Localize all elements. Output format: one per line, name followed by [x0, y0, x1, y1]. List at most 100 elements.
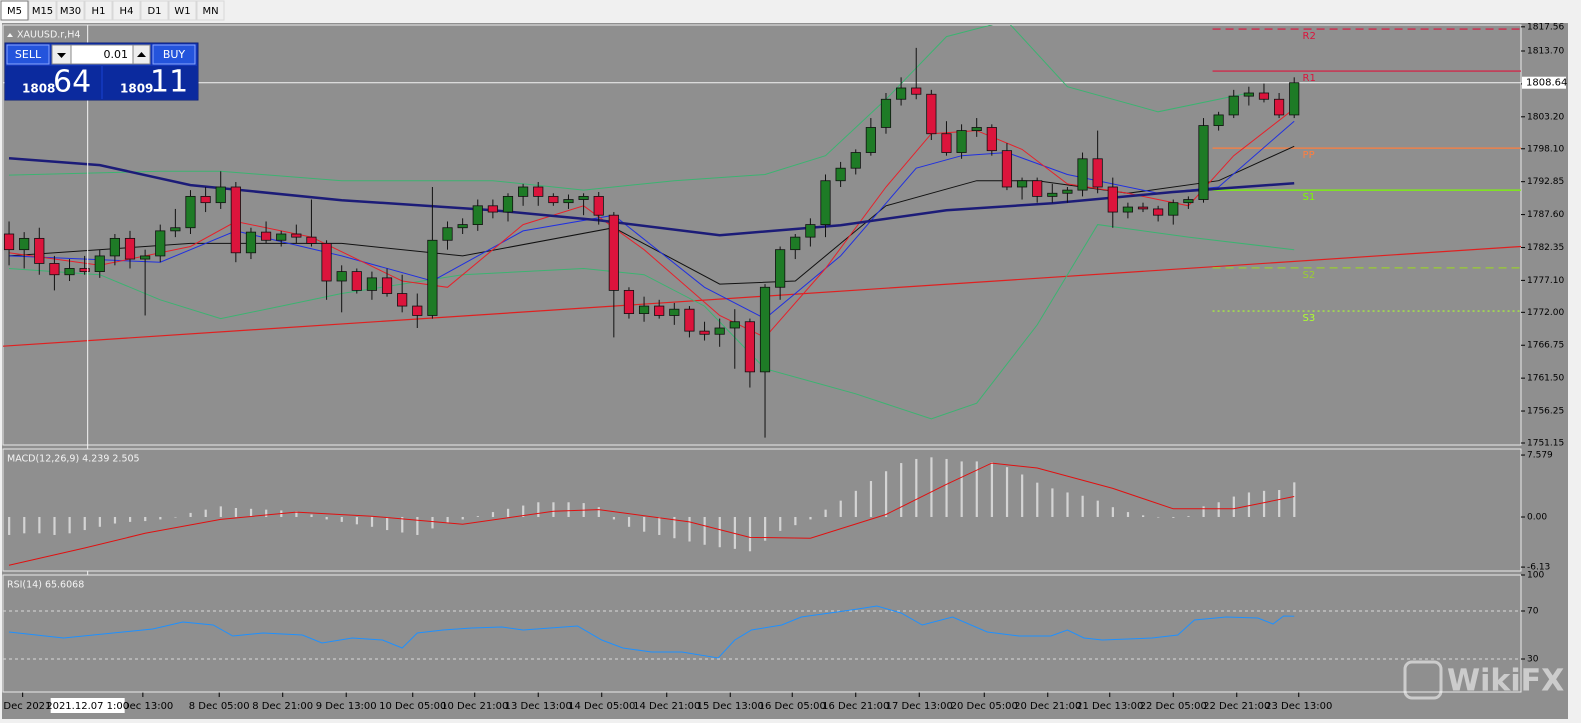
macd-bar	[189, 512, 192, 517]
macd-bar	[673, 516, 676, 539]
timeframe-button[interactable]	[196, 0, 225, 21]
candle-body	[1183, 199, 1194, 204]
timeframe-button[interactable]	[168, 0, 197, 21]
macd-bar	[340, 516, 343, 522]
timeframe-label[interactable]: MN	[202, 6, 218, 17]
candle-body	[215, 186, 226, 204]
sell-label[interactable]: SELL	[15, 48, 42, 61]
macd-bar	[1247, 492, 1251, 517]
candle-body	[654, 305, 665, 316]
lot-up-arrow	[137, 52, 146, 57]
macd-bar	[1051, 488, 1054, 517]
macd-bar	[960, 461, 963, 517]
macd-bar	[416, 516, 419, 535]
macd-bar	[522, 505, 525, 517]
crosshair-label-box	[50, 698, 125, 713]
macd-bar	[370, 516, 374, 527]
candle-body	[1032, 180, 1043, 197]
candle-body	[669, 308, 680, 316]
macd-bar	[219, 506, 222, 517]
x-tick-label: 9 Dec 13:00	[316, 701, 377, 712]
macd-bar	[1187, 516, 1190, 517]
timeframe-label[interactable]: D1	[147, 6, 161, 17]
macd-bar	[658, 516, 661, 535]
candle-body	[3, 233, 15, 251]
candle-body	[699, 330, 710, 335]
candle-body	[578, 195, 589, 200]
macd-bar	[900, 463, 903, 517]
y-tick-label: 100	[1527, 571, 1544, 581]
x-tick-label: 6 Dec 2021	[0, 701, 51, 712]
candle-body	[245, 231, 257, 254]
macd-bar	[401, 516, 404, 533]
macd-bar	[1036, 482, 1039, 517]
timeframe-label[interactable]: H4	[120, 6, 134, 17]
y-tick-label: 0.00	[1527, 512, 1547, 522]
y-tick-label: 1751.15	[1527, 438, 1564, 448]
timeframe-button[interactable]	[84, 0, 113, 21]
ask-box[interactable]	[103, 66, 197, 99]
candle-body	[1092, 158, 1103, 188]
y-tick-label: 1766.75	[1527, 341, 1564, 351]
bid-big: 1808	[22, 82, 55, 96]
candle-body	[714, 327, 725, 335]
macd-bar	[249, 508, 253, 517]
timeframe-button[interactable]	[0, 0, 29, 21]
macd-bar	[1081, 495, 1084, 517]
moving-average	[8, 25, 1249, 191]
candle-body	[321, 242, 332, 282]
pivot-label: S2	[1303, 270, 1316, 281]
macd-bar	[204, 509, 207, 517]
macd-bar	[38, 516, 41, 534]
timeframe-button[interactable]	[140, 0, 169, 21]
candle-body	[1107, 186, 1118, 213]
moving-average	[8, 224, 1295, 420]
x-tick-label: 15 Dec 13:00	[697, 701, 764, 712]
buy-button[interactable]	[152, 44, 196, 65]
candle-body	[94, 255, 105, 272]
watermark-logo: WikiFX	[1403, 660, 1564, 700]
timeframe-button[interactable]	[28, 0, 57, 21]
y-tick-label: 1782.35	[1527, 243, 1564, 253]
candle-body	[397, 293, 408, 307]
candle-body	[850, 152, 861, 169]
macd-bar	[643, 516, 646, 532]
candle-body	[911, 87, 922, 95]
candle-body	[684, 308, 695, 332]
candle-body	[79, 268, 90, 272]
panel-title: MACD(12,26,9) 4.239 2.505	[7, 454, 140, 465]
last-price-label: 1808.64	[1526, 78, 1567, 89]
candle-body	[548, 195, 559, 204]
candle-body	[381, 277, 393, 294]
macd-bar	[703, 516, 706, 545]
candle-body	[623, 289, 635, 314]
moving-average	[8, 156, 1295, 237]
timeframe-label[interactable]: M30	[60, 6, 81, 17]
macd-bar	[144, 516, 147, 522]
y-tick-label: 1803.20	[1527, 112, 1564, 122]
candle-body	[941, 133, 952, 153]
timeframe-label[interactable]: W1	[174, 6, 190, 17]
candle-body	[926, 93, 937, 135]
bid-box[interactable]	[6, 66, 101, 99]
timeframe-label[interactable]: M15	[32, 6, 53, 17]
macd-bar	[129, 516, 132, 522]
timeframe-button[interactable]	[56, 0, 85, 21]
macd-bar	[1096, 500, 1099, 517]
candle-body	[1153, 208, 1164, 216]
x-tick-label: 22 Dec 21:00	[1203, 701, 1270, 712]
candle-body	[1228, 95, 1239, 116]
y-tick-label: 1813.70	[1527, 47, 1564, 57]
x-tick-label: 7 Dec 13:00	[112, 701, 173, 712]
candle-body	[457, 224, 468, 229]
timeframe-button[interactable]	[112, 0, 141, 21]
watermark-icon	[1403, 660, 1443, 700]
candle-body	[1289, 82, 1300, 116]
candle-body	[487, 205, 498, 213]
candle-body	[820, 180, 831, 225]
timeframe-label[interactable]: H1	[92, 6, 106, 17]
sell-button[interactable]	[6, 44, 50, 65]
x-tick-label: 16 Dec 05:00	[759, 701, 826, 712]
timeframe-label[interactable]: M5	[7, 6, 22, 17]
plot: R2 R1 PP S1 S2 S3	[3, 25, 1521, 438]
